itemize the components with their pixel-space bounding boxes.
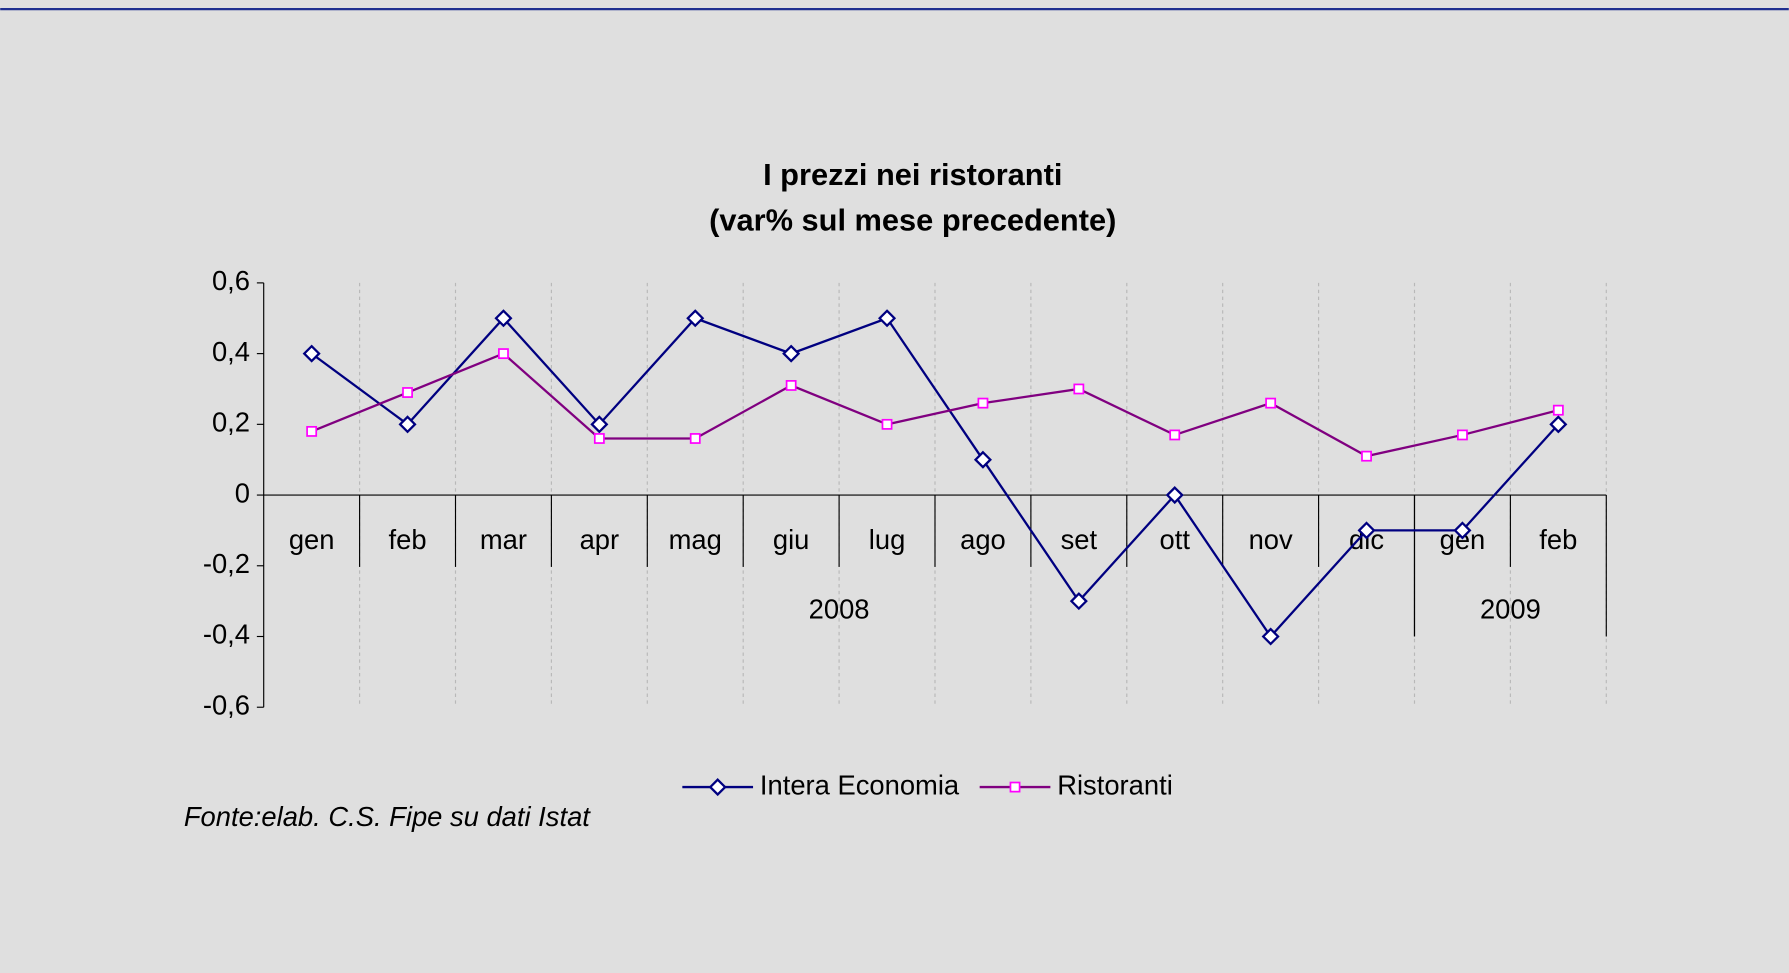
legend-label: Intera Economia: [760, 769, 960, 800]
data-point: [1169, 429, 1181, 441]
data-point: [302, 344, 321, 363]
data-point: [881, 418, 893, 430]
x-tick-label: feb: [1539, 524, 1577, 555]
series-line: [311, 352, 1559, 458]
source-note: Fonte:elab. C.S. Fipe su dati Istat: [184, 801, 591, 832]
legend-marker: [1009, 781, 1021, 793]
x-tick-label: lug: [869, 524, 906, 555]
x-tick-label: set: [1061, 524, 1098, 555]
x-tick-label: apr: [580, 524, 620, 555]
y-tick-label: -0,2: [203, 548, 250, 579]
data-point: [1453, 521, 1472, 540]
data-point: [1069, 592, 1088, 611]
x-tick-label: giu: [773, 524, 810, 555]
legend-label: Ristoranti: [1057, 769, 1173, 800]
data-point: [1261, 627, 1280, 646]
data-point: [785, 380, 797, 391]
data-point: [973, 450, 992, 469]
group-label: 2008: [809, 594, 870, 625]
data-point: [689, 433, 701, 444]
data-point: [1073, 383, 1085, 395]
data-point: [1457, 429, 1468, 441]
x-tick-label: mar: [480, 524, 527, 555]
data-point: [1357, 521, 1376, 540]
series-line: [310, 316, 1560, 639]
y-tick-label: -0,6: [203, 689, 250, 720]
data-point: [306, 425, 318, 437]
data-point: [1552, 404, 1564, 416]
x-tick-label: mag: [669, 524, 722, 555]
data-point: [1549, 415, 1568, 434]
chart-title: I prezzi nei ristoranti: [763, 157, 1062, 192]
group-label: 2009: [1480, 594, 1541, 625]
x-tick-label: gen: [289, 524, 335, 555]
data-point: [494, 309, 513, 328]
x-tick-label: ott: [1160, 524, 1191, 555]
data-point: [782, 344, 801, 363]
y-tick-label: -0,4: [203, 619, 250, 650]
data-point: [878, 309, 897, 328]
data-point: [402, 387, 413, 398]
data-point: [1361, 450, 1372, 462]
y-tick-label: 0,2: [212, 407, 250, 438]
data-point: [593, 433, 605, 444]
y-tick-label: 0,4: [212, 336, 250, 367]
data-point: [590, 415, 609, 434]
data-point: [398, 415, 417, 434]
data-point: [1165, 486, 1184, 505]
data-point: [1265, 397, 1277, 409]
x-tick-label: ago: [960, 524, 1006, 555]
y-tick-label: 0,6: [212, 265, 250, 296]
y-tick-label: 0: [235, 477, 250, 508]
x-tick-label: nov: [1249, 524, 1293, 555]
x-tick-label: feb: [389, 524, 427, 555]
legend-marker: [708, 778, 727, 797]
data-point: [686, 309, 705, 328]
chart-subtitle: (var% sul mese precedente): [709, 203, 1116, 238]
data-point: [977, 397, 989, 409]
data-point: [498, 348, 509, 360]
